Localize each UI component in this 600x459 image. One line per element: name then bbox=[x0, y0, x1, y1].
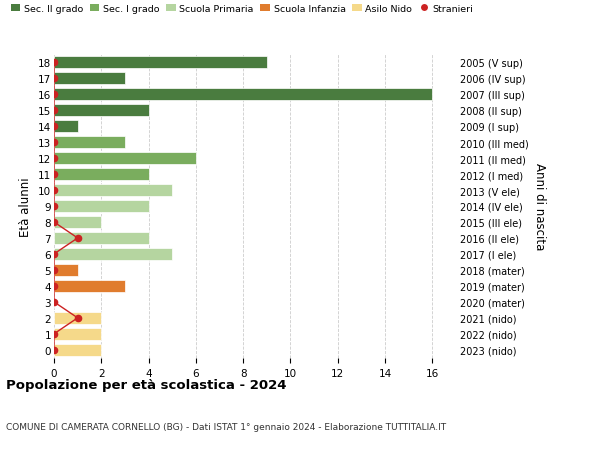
Bar bbox=[54, 201, 149, 213]
Bar bbox=[54, 89, 433, 101]
Text: Popolazione per età scolastica - 2024: Popolazione per età scolastica - 2024 bbox=[6, 379, 287, 392]
Bar bbox=[54, 232, 149, 244]
Bar bbox=[54, 57, 267, 69]
Bar bbox=[54, 328, 101, 340]
Bar bbox=[54, 105, 149, 117]
Y-axis label: Età alunni: Età alunni bbox=[19, 177, 32, 236]
Bar bbox=[54, 137, 125, 149]
Y-axis label: Anni di nascita: Anni di nascita bbox=[533, 163, 545, 250]
Bar bbox=[54, 264, 77, 276]
Bar bbox=[54, 344, 101, 356]
Legend: Sec. II grado, Sec. I grado, Scuola Primaria, Scuola Infanzia, Asilo Nido, Stran: Sec. II grado, Sec. I grado, Scuola Prim… bbox=[11, 5, 473, 14]
Bar bbox=[54, 153, 196, 165]
Bar bbox=[54, 248, 172, 260]
Bar bbox=[54, 185, 172, 196]
Bar bbox=[54, 73, 125, 85]
Bar bbox=[54, 312, 101, 324]
Bar bbox=[54, 217, 101, 229]
Bar bbox=[54, 121, 77, 133]
Text: COMUNE DI CAMERATA CORNELLO (BG) - Dati ISTAT 1° gennaio 2024 - Elaborazione TUT: COMUNE DI CAMERATA CORNELLO (BG) - Dati … bbox=[6, 422, 446, 431]
Bar bbox=[54, 280, 125, 292]
Bar bbox=[54, 168, 149, 181]
